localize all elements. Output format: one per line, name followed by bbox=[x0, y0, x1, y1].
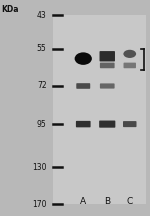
FancyBboxPatch shape bbox=[100, 83, 115, 89]
FancyBboxPatch shape bbox=[100, 51, 115, 61]
Text: 55: 55 bbox=[37, 44, 46, 54]
Ellipse shape bbox=[123, 50, 136, 58]
FancyBboxPatch shape bbox=[52, 15, 146, 204]
Text: KDa: KDa bbox=[2, 5, 19, 14]
FancyBboxPatch shape bbox=[99, 121, 115, 128]
FancyBboxPatch shape bbox=[76, 121, 91, 127]
Text: B: B bbox=[104, 197, 110, 206]
Text: 170: 170 bbox=[32, 200, 46, 209]
FancyBboxPatch shape bbox=[124, 63, 136, 68]
FancyBboxPatch shape bbox=[100, 63, 115, 68]
Text: 43: 43 bbox=[37, 11, 46, 20]
Ellipse shape bbox=[75, 52, 92, 65]
Text: 130: 130 bbox=[32, 163, 46, 172]
Text: C: C bbox=[127, 197, 133, 206]
FancyBboxPatch shape bbox=[76, 83, 90, 89]
FancyBboxPatch shape bbox=[123, 121, 136, 127]
Text: A: A bbox=[80, 197, 86, 206]
Text: 72: 72 bbox=[37, 81, 46, 91]
Text: 95: 95 bbox=[37, 120, 46, 129]
